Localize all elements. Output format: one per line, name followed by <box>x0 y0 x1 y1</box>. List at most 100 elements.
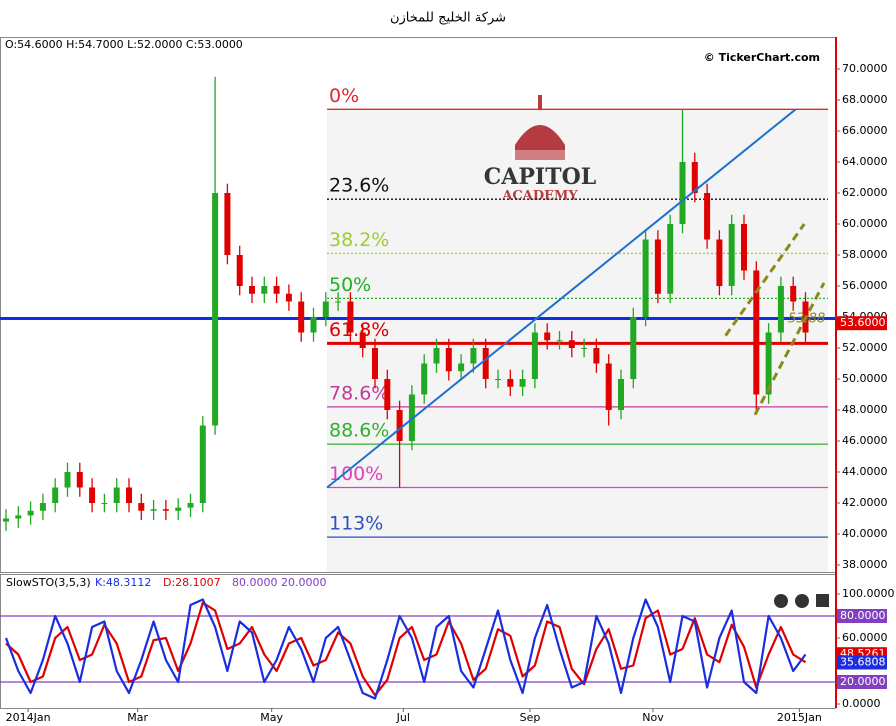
y-tick-label: 58.0000 <box>842 248 888 261</box>
candle-body <box>372 348 378 379</box>
x-tick-label: 2014Jan <box>6 711 51 724</box>
y-tick-label: 40.0000 <box>842 527 888 540</box>
ohlc-info: O:54.6000 H:54.7000 L:52.0000 C:53.0000 <box>5 38 243 51</box>
candle-body <box>741 224 747 271</box>
x-tick-label: Jul <box>396 711 410 724</box>
candle-body <box>445 348 452 372</box>
y-tick-label: 42.0000 <box>842 496 888 509</box>
y-tick-label: 66.0000 <box>842 124 888 137</box>
close-icon[interactable] <box>795 594 809 608</box>
candle-body <box>581 348 588 349</box>
candle-body <box>568 340 575 348</box>
price-marker-label: 53.6000 <box>840 316 886 329</box>
logo-columns <box>512 150 568 160</box>
candle-body <box>335 301 342 303</box>
y-tick-label: 50.0000 <box>842 372 888 385</box>
candle-body <box>396 410 403 441</box>
candles <box>3 76 809 531</box>
candle-body <box>27 510 34 516</box>
y-tick-label: 60.0000 <box>842 631 888 644</box>
channel-line <box>724 223 806 337</box>
fib-label: 88.6% <box>329 420 389 442</box>
last-value-label: 35.6808 <box>840 656 886 669</box>
candle-body <box>556 340 563 342</box>
level-label: 20.0000 <box>840 675 886 688</box>
y-tick-label: 52.0000 <box>842 341 888 354</box>
candle-body <box>175 507 182 511</box>
candle-body <box>421 363 428 395</box>
x-tick-label: Nov <box>642 711 664 724</box>
copyright: © TickerChart.com <box>704 51 820 64</box>
candle-body <box>679 162 686 224</box>
candle-body <box>667 224 674 294</box>
logo-dome <box>515 125 565 160</box>
y-tick-label: 38.0000 <box>842 558 888 571</box>
panel-icons <box>774 594 829 608</box>
minimize-icon[interactable] <box>816 594 829 607</box>
candle-body <box>691 162 698 193</box>
candle-body <box>199 425 206 503</box>
candle-body <box>593 348 600 364</box>
candle-body <box>654 239 661 294</box>
y-tick-label: 70.0000 <box>842 62 888 75</box>
candle-body <box>605 363 612 410</box>
candle-body <box>753 270 760 395</box>
y-tick-label: 0.0000 <box>842 697 881 710</box>
channel-label: 53.88 <box>788 311 825 326</box>
price-marker <box>837 316 887 331</box>
candle-body <box>765 332 772 395</box>
y-tick-label: 64.0000 <box>842 155 888 168</box>
candle-body <box>790 286 797 302</box>
candle-body <box>531 332 538 379</box>
fib-zone <box>327 109 828 572</box>
candle-body <box>15 515 22 519</box>
stoch-line <box>4 598 807 700</box>
channel-line <box>753 282 826 416</box>
candle-body <box>519 379 526 387</box>
x-tick-label: 2015Jan <box>777 711 822 724</box>
stoch-levels-label: 80.0000 20.0000 <box>232 576 326 589</box>
candle-body <box>470 348 477 364</box>
candle-body <box>64 472 71 488</box>
y-tick-label: 56.0000 <box>842 279 888 292</box>
candle-body <box>347 301 354 333</box>
stoch-d-label: D:28.1007 <box>163 576 221 589</box>
y-tick-label: 68.0000 <box>842 93 888 106</box>
candle-body <box>704 193 711 240</box>
candle-body <box>273 286 280 294</box>
candle-body <box>458 363 465 372</box>
candle-body <box>298 301 305 333</box>
logo-subtext: ACADEMY <box>501 189 578 204</box>
x-tick-label: Sep <box>520 711 541 724</box>
chart-title: شركة الخليج للمخازن <box>390 11 506 26</box>
y-tick-label: 46.0000 <box>842 434 888 447</box>
level-marker <box>837 675 887 689</box>
level-marker <box>837 609 887 623</box>
y-tick-label: 44.0000 <box>842 465 888 478</box>
candle-body <box>642 239 649 317</box>
fib-label: 78.6% <box>329 382 389 404</box>
candle-body <box>89 487 96 503</box>
candle-body <box>224 193 231 255</box>
candle-body <box>261 286 268 294</box>
candle-body <box>630 317 637 379</box>
trend-line <box>326 108 797 489</box>
fib-label: 61.8% <box>329 319 389 341</box>
candle-body <box>495 379 501 380</box>
candle-body <box>384 379 391 410</box>
logo-text: CAPITOL <box>484 164 596 190</box>
fib-label: 113% <box>329 513 383 535</box>
fib-label: 100% <box>329 463 383 485</box>
last-value-marker <box>837 655 887 670</box>
stoch-line <box>5 601 807 697</box>
candle-body <box>76 472 83 488</box>
candle-body <box>52 487 59 503</box>
candle-body <box>716 239 723 286</box>
settings-icon[interactable] <box>774 594 788 608</box>
stoch-k-label: K:48.3112 <box>95 576 151 589</box>
candle-body <box>728 224 735 286</box>
candle-body <box>618 379 624 410</box>
candle-body <box>249 286 255 294</box>
